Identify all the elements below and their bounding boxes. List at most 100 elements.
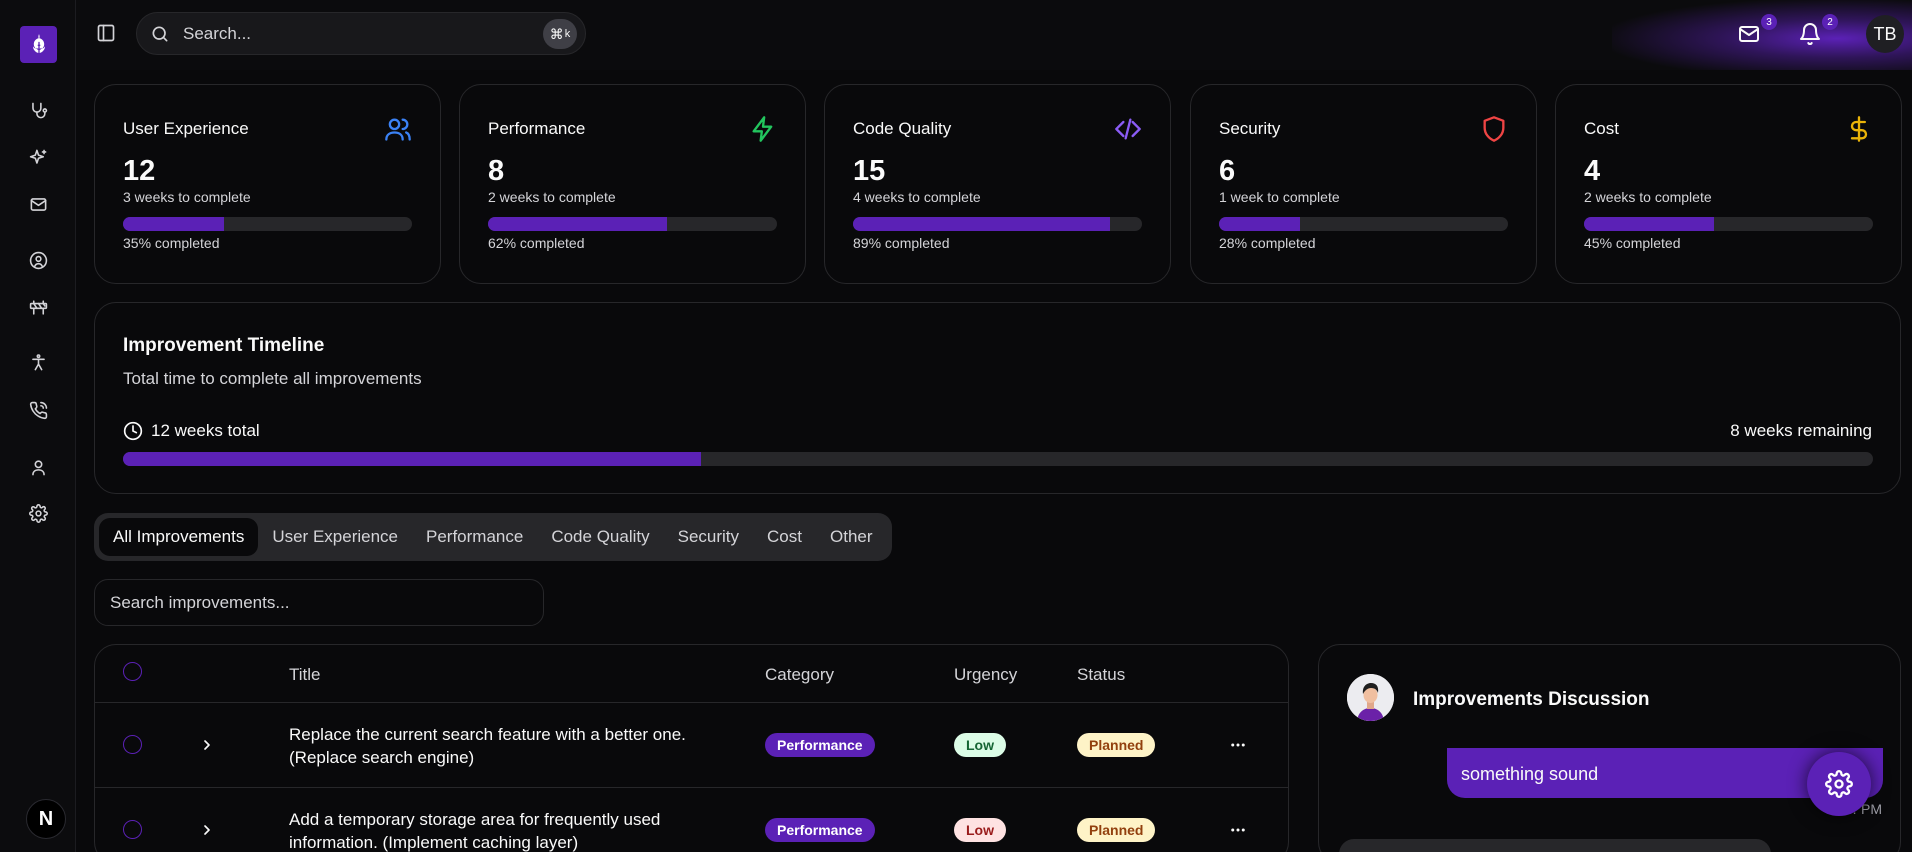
sidebar-item-ai[interactable] — [26, 145, 50, 169]
card-progress-bar — [1219, 217, 1508, 231]
user-avatar[interactable]: TB — [1866, 15, 1904, 53]
shortcut-key: k — [564, 28, 571, 40]
row-title-line: Replace the current search feature with … — [289, 725, 686, 744]
mail-icon — [1739, 26, 1759, 42]
tab-all-improvements[interactable]: All Improvements — [99, 518, 259, 556]
mail-count-badge: 3 — [1761, 14, 1777, 30]
row-checkbox[interactable] — [123, 820, 142, 839]
notifications-button[interactable]: 2 — [1796, 14, 1838, 48]
column-header-category[interactable]: Category — [765, 665, 834, 684]
tab-security[interactable]: Security — [677, 527, 740, 546]
metric-card-user-experience: User Experience 12 3 weeks to complete 3… — [94, 84, 441, 284]
dollar-icon — [1850, 116, 1868, 142]
card-progress-fill — [853, 217, 1111, 231]
app-logo[interactable] — [20, 26, 57, 63]
sidebar-item-user[interactable] — [26, 455, 50, 479]
card-progress-fill — [488, 217, 668, 231]
sidebar: N — [0, 0, 76, 852]
card-progress-label: 35% completed — [123, 235, 220, 251]
metric-card-code-quality: Code Quality 15 4 weeks to complete 89% … — [824, 84, 1171, 284]
panel-left-icon — [97, 24, 115, 42]
card-progress-fill — [1219, 217, 1300, 231]
timeline-subtitle: Total time to complete all improvements — [123, 369, 422, 388]
tab-other[interactable]: Other — [830, 527, 873, 546]
sidebar-item-accessibility[interactable] — [26, 350, 50, 374]
code-icon — [1115, 118, 1141, 140]
zap-icon — [752, 116, 773, 142]
phone-call-icon — [29, 401, 47, 419]
card-progress-label: 62% completed — [488, 235, 585, 251]
settings-fab-button[interactable] — [1807, 752, 1871, 816]
card-value: 12 — [123, 155, 156, 187]
tab-performance[interactable]: Performance — [426, 527, 524, 546]
improvements-search-input[interactable] — [94, 579, 544, 626]
user-circle-icon — [29, 251, 47, 269]
stethoscope-icon — [31, 102, 47, 118]
workspace-avatar[interactable]: N — [26, 799, 66, 839]
sidebar-item-profile[interactable] — [26, 248, 50, 272]
global-search: ⌘k — [136, 12, 586, 55]
timeline-title: Improvement Timeline — [123, 335, 325, 356]
gear-icon — [1825, 770, 1853, 798]
mail-icon — [30, 197, 46, 211]
row-checkbox[interactable] — [123, 735, 142, 754]
card-value: 6 — [1219, 155, 1236, 187]
timeline-progress-fill — [123, 452, 701, 466]
person-illustration-icon — [1347, 674, 1394, 721]
search-input[interactable] — [183, 21, 513, 47]
chevron-right-icon[interactable] — [199, 737, 215, 753]
timeline-remaining: 8 weeks remaining — [1730, 421, 1872, 440]
shortcut-symbol: ⌘ — [549, 25, 564, 42]
sidebar-toggle-button[interactable] — [94, 21, 118, 45]
sidebar-item-health[interactable] — [26, 98, 50, 122]
metric-card-performance: Performance 8 2 weeks to complete 62% co… — [459, 84, 806, 284]
card-subtitle: 3 weeks to complete — [123, 189, 251, 205]
sidebar-item-roadwork[interactable] — [26, 295, 50, 319]
sidebar-item-calls[interactable] — [26, 398, 50, 422]
row-title-line: (Replace search engine) — [289, 748, 475, 767]
card-progress-bar — [1584, 217, 1873, 231]
search-shortcut-badge: ⌘ k — [543, 19, 577, 49]
urgency-badge: Low — [954, 818, 1006, 842]
users-icon — [385, 118, 411, 141]
column-header-title[interactable]: Title — [289, 665, 321, 684]
discussion-avatar — [1347, 674, 1394, 721]
column-header-status[interactable]: Status — [1077, 665, 1126, 684]
card-value: 4 — [1584, 155, 1601, 187]
row-title-line: Add a temporary storage area for frequen… — [289, 810, 661, 829]
sidebar-item-mail[interactable] — [26, 192, 50, 216]
table-header-divider — [95, 702, 1288, 703]
category-tabs: All Improvements User Experience Perform… — [94, 513, 892, 561]
card-progress-label: 89% completed — [853, 235, 950, 251]
card-title: Security — [1219, 119, 1281, 138]
mail-button[interactable]: 3 — [1735, 14, 1777, 48]
clock-icon — [123, 421, 143, 441]
card-progress-fill — [1584, 217, 1715, 231]
improvements-discussion: Improvements Discussion something sound … — [1318, 644, 1901, 852]
sidebar-item-settings[interactable] — [26, 501, 50, 525]
more-actions-button[interactable] — [1227, 819, 1249, 841]
tab-cost[interactable]: Cost — [767, 527, 802, 546]
tab-user-experience[interactable]: User Experience — [272, 527, 398, 546]
select-all-checkbox[interactable] — [123, 662, 142, 681]
metric-card-security: Security 6 1 week to complete 28% comple… — [1190, 84, 1537, 284]
chevron-right-icon[interactable] — [199, 822, 215, 838]
table-row[interactable]: Add a temporary storage area for frequen… — [95, 788, 1288, 852]
timeline-total: 12 weeks total — [151, 421, 260, 440]
bell-icon — [1800, 23, 1820, 46]
notification-count-badge: 2 — [1822, 14, 1838, 30]
table-row[interactable]: Replace the current search feature with … — [95, 703, 1288, 788]
row-title-line: information. (Implement caching layer) — [289, 833, 579, 852]
card-progress-label: 45% completed — [1584, 235, 1681, 251]
card-title: Performance — [488, 119, 586, 138]
chat-input-edge[interactable] — [1339, 839, 1771, 852]
card-progress-fill — [123, 217, 225, 231]
barrier-icon — [29, 299, 47, 315]
tab-code-quality[interactable]: Code Quality — [551, 527, 650, 546]
column-header-urgency[interactable]: Urgency — [954, 665, 1018, 684]
category-badge: Performance — [765, 818, 875, 842]
row-title: Replace the current search feature with … — [289, 723, 719, 769]
accessibility-icon — [31, 353, 45, 370]
more-actions-button[interactable] — [1227, 734, 1249, 756]
